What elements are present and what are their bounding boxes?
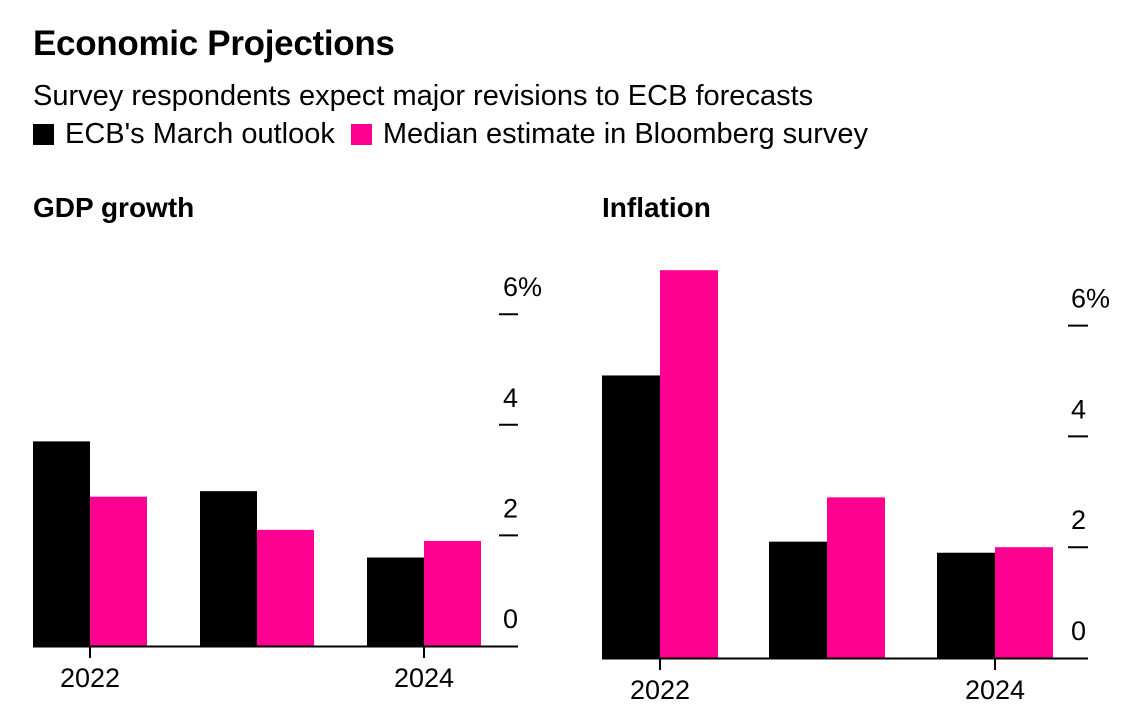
gdp-y-tick-label-6: 6% [503, 272, 542, 302]
chart-title: Economic Projections [33, 24, 395, 63]
legend-item-survey: Median estimate in Bloomberg survey [350, 118, 869, 151]
inflation-y-tick-label-4: 4 [1071, 394, 1086, 424]
inflation-panel-title: Inflation [602, 192, 711, 223]
gdp-bar-survey-2022 [90, 496, 147, 646]
legend-item-ecb: ECB's March outlook [33, 118, 335, 151]
gdp-x-tick-label-2022: 2022 [60, 663, 120, 693]
gdp-bar-ecb-2023 [200, 491, 257, 646]
inflation-bar-ecb-2023 [769, 541, 827, 658]
inflation-x-tick-label-2022: 2022 [630, 675, 690, 705]
legend-swatch-ecb [33, 124, 54, 145]
inflation-bar-ecb-2024 [937, 552, 995, 658]
inflation-x-tick-label-2024: 2024 [965, 675, 1025, 705]
gdp-bar-ecb-2024 [367, 557, 424, 646]
gdp-y-tick-label-0: 0 [503, 604, 518, 634]
inflation-y-tick-label-2: 2 [1071, 505, 1086, 535]
gdp-panel-title: GDP growth [33, 192, 195, 223]
inflation-bar-survey-2023 [827, 497, 885, 658]
legend-label-ecb: ECB's March outlook [65, 118, 335, 150]
gdp-y-tick-label-4: 4 [503, 383, 518, 413]
inflation-bar-survey-2022 [660, 270, 718, 658]
inflation-y-tick-label-0: 0 [1071, 616, 1086, 646]
gdp-bar-survey-2024 [424, 540, 481, 646]
chart-subtitle: Survey respondents expect major revision… [33, 80, 814, 112]
legend-label-survey: Median estimate in Bloomberg survey [382, 118, 869, 150]
legend: ECB's March outlook Median estimate in B… [33, 118, 884, 151]
inflation-y-tick-label-6: 6% [1071, 284, 1110, 314]
gdp-bar-survey-2023 [257, 529, 314, 646]
gdp-x-tick-label-2024: 2024 [394, 663, 454, 693]
inflation-bar-ecb-2022 [602, 375, 660, 658]
inflation-bar-survey-2024 [995, 547, 1053, 658]
legend-swatch-survey [350, 124, 372, 145]
gdp-bar-ecb-2022 [33, 441, 90, 646]
gdp-y-tick-label-2: 2 [503, 493, 518, 523]
